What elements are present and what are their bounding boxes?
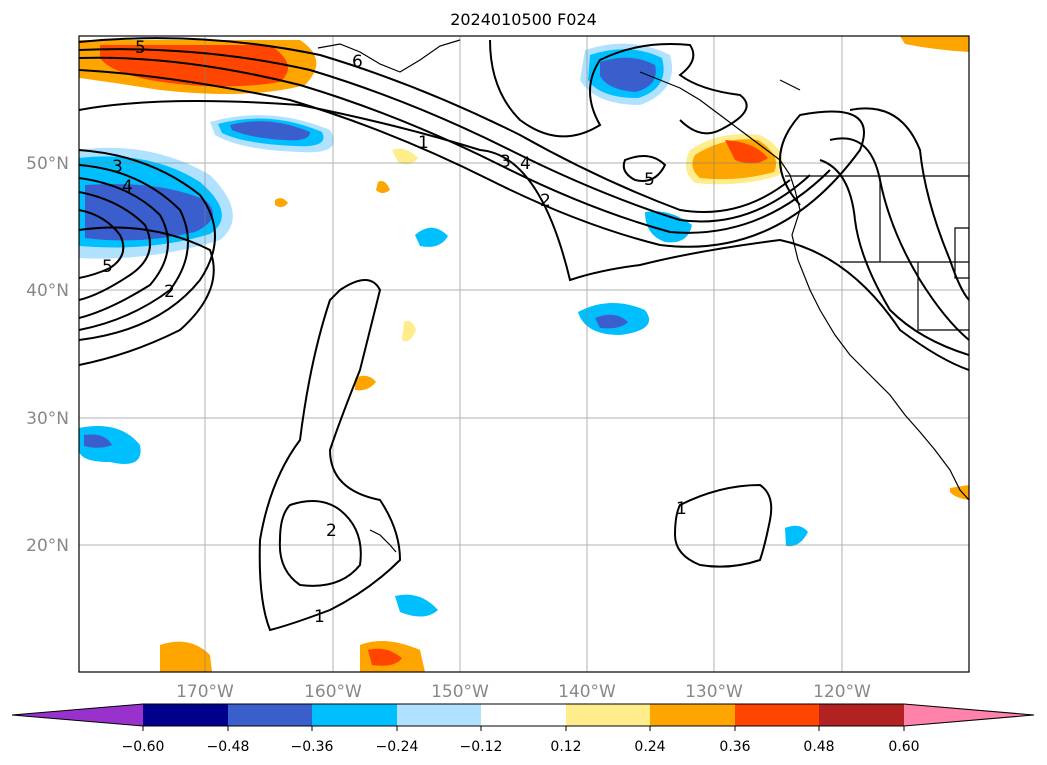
colorbar-swatch: [397, 704, 481, 726]
colorbar-swatch: [566, 704, 650, 726]
map-title: 2024010500 F024: [450, 10, 597, 29]
colorbar-swatch: [312, 704, 397, 726]
colorbar-tick-label: 0.12: [550, 739, 581, 755]
lat-label: 40°N: [26, 281, 69, 301]
lon-label: 170°W: [176, 682, 234, 702]
longitude-labels: 170°W 160°W 150°W 140°W 130°W 120°W: [176, 682, 871, 702]
colorbar-extend-low: [12, 704, 143, 726]
contour-label: 5: [135, 38, 146, 58]
colorbar-swatch: [735, 704, 819, 726]
colorbar-tick-label: −0.12: [460, 739, 503, 755]
contour-label: 2: [164, 282, 175, 302]
contour-label: 1: [314, 607, 325, 627]
lon-label: 150°W: [431, 682, 489, 702]
map-background: [79, 36, 969, 672]
contour-label: 2: [540, 191, 551, 211]
gridlines: [79, 36, 969, 672]
colorbar-swatch: [650, 704, 735, 726]
contour-labels: 5 6 1 3 4 5 3 4 2 5 2 2 1 1: [102, 38, 687, 627]
colorbar-tick-label: −0.24: [376, 739, 419, 755]
contour-label: 1: [418, 133, 429, 153]
coastlines: [317, 39, 969, 553]
contour-label: 4: [520, 154, 531, 174]
lon-label: 130°W: [685, 682, 743, 702]
contour-label: 6: [352, 52, 363, 72]
colorbar-tick-label: 0.36: [719, 739, 750, 755]
colorbar-tick-label: 0.60: [888, 739, 919, 755]
colorbar-swatch: [228, 704, 312, 726]
lon-label: 140°W: [558, 682, 616, 702]
contour-label: 1: [676, 499, 687, 519]
latitude-labels: 20°N 30°N 40°N 50°N: [26, 154, 69, 556]
contour-label: 5: [644, 170, 655, 190]
lon-label: 160°W: [304, 682, 362, 702]
contour-label: 3: [500, 152, 511, 172]
contours: [79, 37, 969, 632]
contour-label: 2: [326, 521, 337, 541]
colorbar-tick-label: 0.24: [634, 739, 665, 755]
lon-label: 120°W: [813, 682, 871, 702]
contour-label: 4: [122, 177, 133, 197]
lat-label: 30°N: [26, 409, 69, 429]
colorbar-swatch: [143, 704, 228, 726]
contour-label: 3: [112, 157, 123, 177]
colorbar-tick-label: −0.48: [207, 739, 250, 755]
map-frame: [78, 35, 970, 673]
colorbar-extend-high: [904, 704, 1034, 726]
colorbar-tick-label: 0.48: [803, 739, 834, 755]
shaded-anomalies: [79, 36, 969, 672]
colorbar: −0.60 −0.48 −0.36 −0.24 −0.12 0.12 0.24 …: [11, 703, 1035, 755]
colorbar-tick-label: −0.36: [291, 739, 334, 755]
contour-label: 5: [102, 257, 113, 277]
colorbar-swatch: [481, 704, 566, 726]
lat-label: 20°N: [26, 536, 69, 556]
lat-label: 50°N: [26, 154, 69, 174]
colorbar-tick-label: −0.60: [122, 739, 165, 755]
colorbar-swatch: [819, 704, 904, 726]
